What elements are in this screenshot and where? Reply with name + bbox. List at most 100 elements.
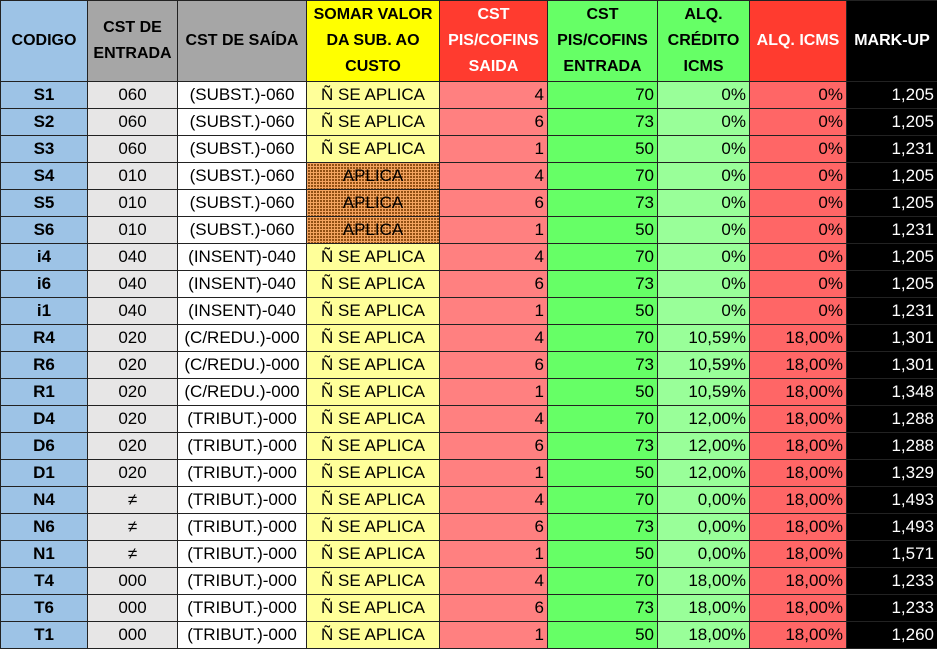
cell-markup[interactable]: 1,348 [847, 379, 937, 406]
cell-markup[interactable]: 1,205 [847, 244, 937, 271]
cell-alq-credito-icms[interactable]: 0% [658, 109, 750, 136]
cell-cst-piscofins-entrada[interactable]: 73 [548, 514, 658, 541]
cell-alq-icms[interactable]: 0% [750, 136, 847, 163]
cell-cst-piscofins-saida[interactable]: 1 [440, 460, 548, 487]
cell-cst-entrada[interactable]: 060 [88, 82, 178, 109]
cell-alq-credito-icms[interactable]: 10,59% [658, 352, 750, 379]
cell-codigo[interactable]: S5 [1, 190, 88, 217]
cell-cst-saida[interactable]: (TRIBUT.)-000 [178, 568, 307, 595]
cell-cst-entrada[interactable]: 040 [88, 271, 178, 298]
cell-cst-saida[interactable]: (TRIBUT.)-000 [178, 622, 307, 649]
cell-somar-valor[interactable]: Ñ SE APLICA [307, 541, 440, 568]
cell-cst-saida[interactable]: (TRIBUT.)-000 [178, 514, 307, 541]
cell-alq-icms[interactable]: 0% [750, 271, 847, 298]
cell-cst-piscofins-entrada[interactable]: 70 [548, 487, 658, 514]
cell-cst-piscofins-saida[interactable]: 1 [440, 541, 548, 568]
cell-alq-credito-icms[interactable]: 0,00% [658, 541, 750, 568]
cell-cst-piscofins-entrada[interactable]: 70 [548, 82, 658, 109]
cell-cst-piscofins-entrada[interactable]: 73 [548, 271, 658, 298]
header-codigo[interactable]: CODIGO [1, 1, 88, 82]
cell-alq-icms[interactable]: 0% [750, 217, 847, 244]
cell-cst-entrada[interactable]: ≠ [88, 514, 178, 541]
cell-cst-entrada[interactable]: 000 [88, 595, 178, 622]
cell-cst-entrada[interactable]: 000 [88, 622, 178, 649]
cell-cst-piscofins-saida[interactable]: 6 [440, 595, 548, 622]
cell-alq-icms[interactable]: 0% [750, 298, 847, 325]
cell-codigo[interactable]: T6 [1, 595, 88, 622]
cell-markup[interactable]: 1,231 [847, 217, 937, 244]
cell-cst-entrada[interactable]: 020 [88, 406, 178, 433]
cell-somar-valor[interactable]: Ñ SE APLICA [307, 406, 440, 433]
cell-cst-saida[interactable]: (SUBST.)-060 [178, 190, 307, 217]
cell-cst-piscofins-saida[interactable]: 1 [440, 136, 548, 163]
cell-alq-icms[interactable]: 18,00% [750, 406, 847, 433]
cell-alq-credito-icms[interactable]: 18,00% [658, 595, 750, 622]
cell-cst-entrada[interactable]: 020 [88, 433, 178, 460]
cell-alq-credito-icms[interactable]: 0% [658, 298, 750, 325]
cell-cst-saida[interactable]: (SUBST.)-060 [178, 109, 307, 136]
cell-codigo[interactable]: S1 [1, 82, 88, 109]
cell-markup[interactable]: 1,493 [847, 487, 937, 514]
cell-cst-entrada[interactable]: 000 [88, 568, 178, 595]
cell-markup[interactable]: 1,301 [847, 325, 937, 352]
cell-somar-valor[interactable]: Ñ SE APLICA [307, 109, 440, 136]
cell-cst-piscofins-saida[interactable]: 6 [440, 433, 548, 460]
cell-cst-piscofins-saida[interactable]: 6 [440, 109, 548, 136]
cell-cst-saida[interactable]: (SUBST.)-060 [178, 217, 307, 244]
cell-somar-valor[interactable]: Ñ SE APLICA [307, 595, 440, 622]
cell-cst-piscofins-saida[interactable]: 4 [440, 568, 548, 595]
cell-cst-piscofins-saida[interactable]: 4 [440, 406, 548, 433]
cell-cst-piscofins-entrada[interactable]: 70 [548, 325, 658, 352]
cell-cst-saida[interactable]: (INSENT)-040 [178, 271, 307, 298]
cell-markup[interactable]: 1,493 [847, 514, 937, 541]
cell-codigo[interactable]: R6 [1, 352, 88, 379]
cell-somar-valor[interactable]: APLICA [307, 163, 440, 190]
cell-somar-valor[interactable]: Ñ SE APLICA [307, 82, 440, 109]
cell-alq-icms[interactable]: 0% [750, 190, 847, 217]
cell-cst-piscofins-entrada[interactable]: 70 [548, 568, 658, 595]
cell-codigo[interactable]: S3 [1, 136, 88, 163]
header-cst-piscofins-saida[interactable]: CST PIS/COFINS SAIDA [440, 1, 548, 82]
cell-somar-valor[interactable]: APLICA [307, 217, 440, 244]
cell-somar-valor[interactable]: Ñ SE APLICA [307, 487, 440, 514]
cell-cst-saida[interactable]: (TRIBUT.)-000 [178, 433, 307, 460]
cell-alq-credito-icms[interactable]: 0,00% [658, 487, 750, 514]
cell-cst-piscofins-saida[interactable]: 6 [440, 514, 548, 541]
cell-cst-entrada[interactable]: 020 [88, 325, 178, 352]
cell-alq-credito-icms[interactable]: 0% [658, 136, 750, 163]
cell-codigo[interactable]: D4 [1, 406, 88, 433]
header-cst-saida[interactable]: CST DE SAÍDA [178, 1, 307, 82]
cell-cst-piscofins-saida[interactable]: 1 [440, 298, 548, 325]
cell-cst-piscofins-entrada[interactable]: 73 [548, 109, 658, 136]
cell-cst-piscofins-entrada[interactable]: 50 [548, 136, 658, 163]
cell-cst-piscofins-entrada[interactable]: 73 [548, 190, 658, 217]
cell-alq-icms[interactable]: 0% [750, 109, 847, 136]
cell-markup[interactable]: 1,231 [847, 136, 937, 163]
cell-somar-valor[interactable]: Ñ SE APLICA [307, 352, 440, 379]
cell-markup[interactable]: 1,288 [847, 406, 937, 433]
cell-somar-valor[interactable]: Ñ SE APLICA [307, 433, 440, 460]
cell-codigo[interactable]: T1 [1, 622, 88, 649]
cell-cst-saida[interactable]: (TRIBUT.)-000 [178, 541, 307, 568]
cell-cst-saida[interactable]: (SUBST.)-060 [178, 136, 307, 163]
cell-codigo[interactable]: R1 [1, 379, 88, 406]
cell-somar-valor[interactable]: Ñ SE APLICA [307, 568, 440, 595]
cell-markup[interactable]: 1,205 [847, 163, 937, 190]
cell-codigo[interactable]: R4 [1, 325, 88, 352]
cell-cst-piscofins-entrada[interactable]: 70 [548, 406, 658, 433]
cell-codigo[interactable]: i4 [1, 244, 88, 271]
cell-alq-credito-icms[interactable]: 0% [658, 190, 750, 217]
cell-markup[interactable]: 1,205 [847, 271, 937, 298]
cell-codigo[interactable]: S2 [1, 109, 88, 136]
cell-cst-saida[interactable]: (C/REDU.)-000 [178, 379, 307, 406]
cell-cst-saida[interactable]: (SUBST.)-060 [178, 82, 307, 109]
cell-alq-credito-icms[interactable]: 10,59% [658, 325, 750, 352]
cell-cst-entrada[interactable]: 020 [88, 460, 178, 487]
cell-codigo[interactable]: i1 [1, 298, 88, 325]
cell-alq-credito-icms[interactable]: 0% [658, 163, 750, 190]
header-somar-valor[interactable]: SOMAR VALOR DA SUB. AO CUSTO [307, 1, 440, 82]
cell-cst-saida[interactable]: (C/REDU.)-000 [178, 352, 307, 379]
cell-cst-piscofins-saida[interactable]: 6 [440, 271, 548, 298]
cell-alq-credito-icms[interactable]: 10,59% [658, 379, 750, 406]
cell-cst-piscofins-saida[interactable]: 1 [440, 379, 548, 406]
